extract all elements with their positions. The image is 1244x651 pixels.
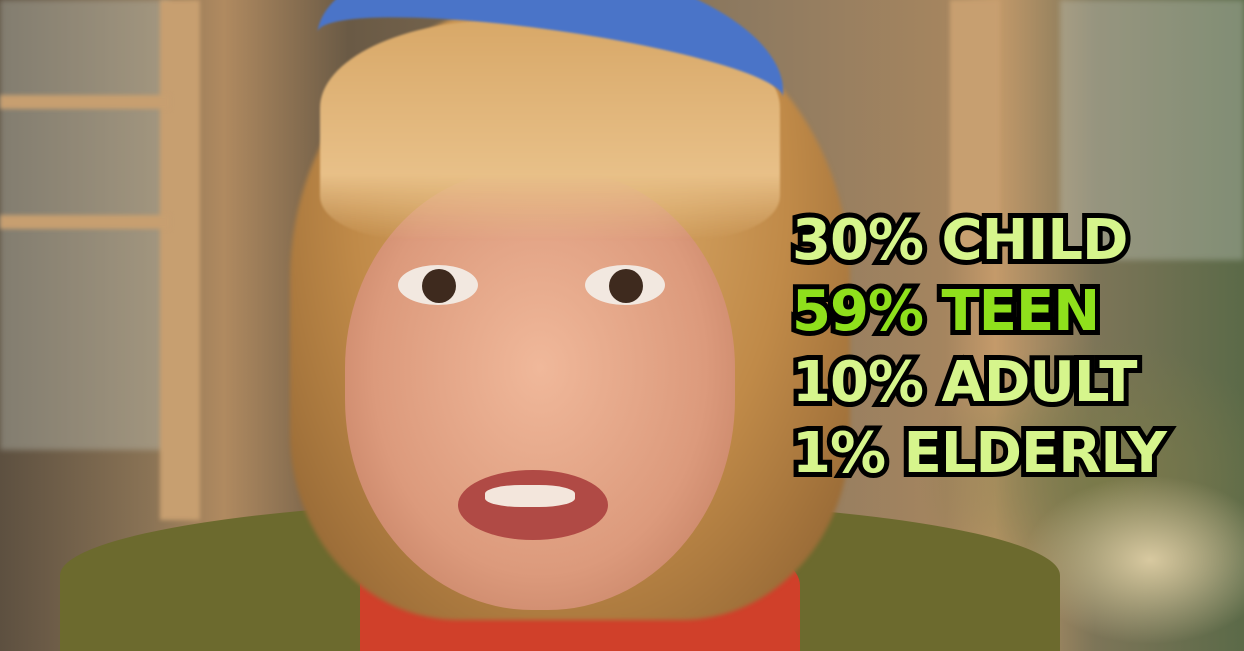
overlay-line-teen: 59% TEEN [787,274,1105,349]
window-mullion [0,215,170,229]
overlay-line-elderly: 1% ELDERLY [787,416,1172,491]
window-right [1060,0,1244,260]
window-mullion [0,95,170,109]
right-eye [585,265,665,305]
age-percentages-overlay: 30% CHILD 59% TEEN 10% ADULT 1% ELDERLY [787,203,1172,491]
overlay-line-adult: 10% ADULT [787,345,1142,420]
left-eye [398,265,478,305]
bangs [320,20,780,240]
overlay-line-child: 30% CHILD [787,203,1134,278]
door-frame [160,0,200,520]
door-frame [950,0,1000,260]
teeth [485,485,575,507]
